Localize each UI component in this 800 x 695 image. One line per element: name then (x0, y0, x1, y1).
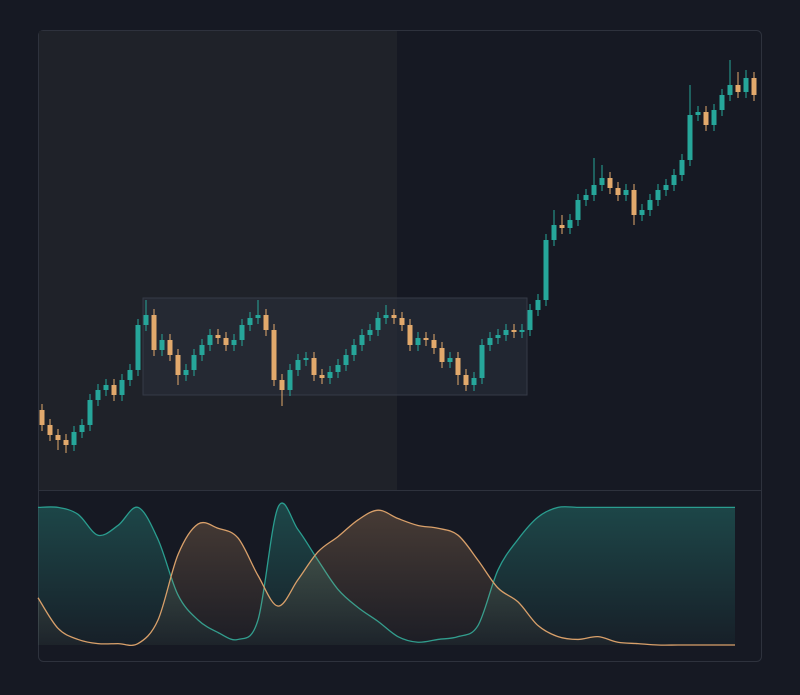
candle-body (167, 340, 173, 355)
candle-body (383, 315, 389, 318)
candle-body (231, 340, 237, 345)
candle-body (87, 400, 93, 425)
line (37, 509, 735, 646)
candle-body (647, 200, 653, 210)
candle-body (39, 410, 45, 425)
oscillator (37, 502, 735, 646)
area (38, 510, 735, 646)
candle-body (223, 338, 229, 345)
candle-body (79, 425, 85, 432)
candle-body (487, 338, 493, 345)
range-box (142, 297, 528, 396)
candle-body (703, 112, 709, 125)
candle-body (375, 318, 381, 330)
candles (39, 60, 757, 453)
candle-body (327, 372, 333, 378)
candle-body (727, 85, 733, 95)
candle-body (215, 335, 221, 338)
candle-body (207, 335, 213, 345)
candle-body (431, 340, 437, 348)
candle-body (95, 390, 101, 400)
candle-body (615, 188, 621, 195)
candle-body (407, 325, 413, 345)
candle-body (359, 335, 365, 345)
candle-body (559, 225, 565, 228)
candle-body (471, 378, 477, 385)
candle-body (135, 325, 141, 370)
candle-body (271, 330, 277, 380)
candle-body (671, 175, 677, 185)
candle-body (127, 370, 133, 380)
candle-body (247, 318, 253, 325)
candle-body (399, 318, 405, 325)
candle-body (663, 185, 669, 190)
candle-body (111, 385, 117, 395)
candle-body (391, 315, 397, 318)
candle-body (367, 330, 373, 335)
candle-body (567, 220, 573, 228)
candle-body (63, 440, 69, 445)
candle-body (103, 385, 109, 390)
candle-body (495, 335, 501, 338)
candle-body (623, 190, 629, 195)
candle-body (303, 358, 309, 360)
candle-body (543, 240, 549, 300)
candle-body (343, 355, 349, 365)
candle-body (287, 370, 293, 390)
candle-body (527, 310, 533, 330)
candle-body (199, 345, 205, 355)
candle-body (263, 315, 269, 330)
candle-body (463, 375, 469, 385)
candle-body (679, 160, 685, 175)
candle-body (55, 435, 61, 440)
candle-body (639, 210, 645, 215)
candle-body (503, 330, 509, 335)
candle-body (591, 185, 597, 195)
candle-body (159, 340, 165, 350)
candle-body (447, 358, 453, 362)
candle-body (119, 380, 125, 395)
candle-body (183, 370, 189, 375)
candle-body (439, 348, 445, 362)
candle-body (415, 338, 421, 345)
candle-body (751, 78, 757, 95)
candle-body (175, 355, 181, 375)
candle-body (239, 325, 245, 340)
candle-body (575, 200, 581, 220)
candle-body (279, 380, 285, 390)
candle-body (191, 355, 197, 370)
candle-body (535, 300, 541, 310)
candle-body (711, 110, 717, 125)
candle-body (423, 338, 429, 340)
candle-body (719, 95, 725, 110)
candle-body (455, 358, 461, 375)
candle-body (607, 178, 613, 188)
shaded-region (39, 31, 397, 490)
candle-body (695, 112, 701, 115)
candle-body (519, 330, 525, 332)
candle-body (295, 360, 301, 370)
candle-body (551, 225, 557, 240)
candle-body (255, 315, 261, 318)
candle-body (655, 190, 661, 200)
candle-body (511, 330, 517, 332)
area (38, 503, 735, 645)
candle-body (479, 345, 485, 378)
candle-body (143, 315, 149, 325)
candle-body (311, 358, 317, 375)
candle-body (599, 178, 605, 185)
candle-body (687, 115, 693, 160)
candle-body (151, 315, 157, 350)
candle-body (631, 190, 637, 215)
candle-body (71, 432, 77, 445)
candle-body (335, 365, 341, 372)
candle-body (319, 375, 325, 378)
candle-body (743, 78, 749, 92)
candle-body (583, 195, 589, 200)
candle-body (47, 425, 53, 435)
candle-body (735, 85, 741, 92)
candle-body (351, 345, 357, 355)
